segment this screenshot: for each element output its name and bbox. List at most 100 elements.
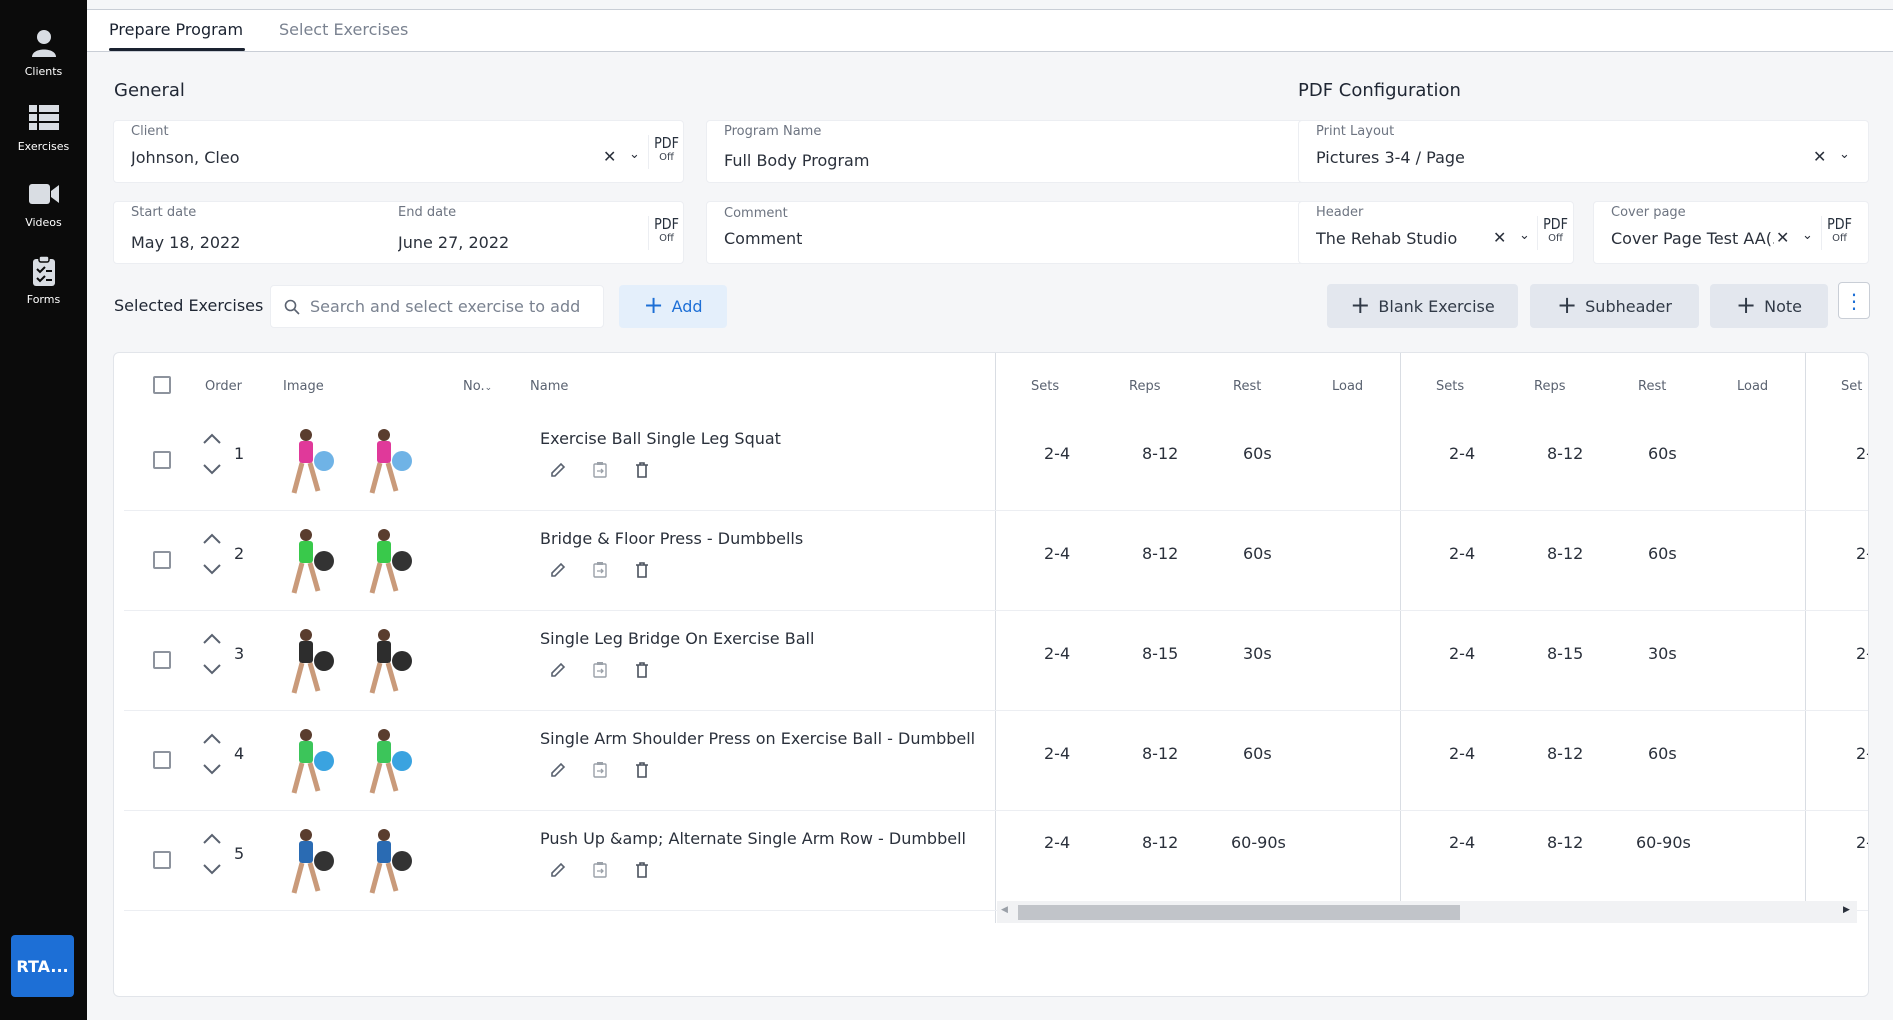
number-header[interactable]: No.⌄ (463, 379, 493, 394)
horizontal-scrollbar[interactable]: ◀ ▶ (997, 901, 1857, 923)
move-up-icon[interactable] (202, 633, 222, 645)
rest-value[interactable]: 60s (1243, 544, 1272, 563)
rest-value[interactable]: 60s (1648, 544, 1677, 563)
move-down-icon[interactable] (202, 563, 222, 575)
rest-value[interactable]: 60-90s (1636, 833, 1691, 852)
move-up-icon[interactable] (202, 733, 222, 745)
trash-icon[interactable] (633, 861, 651, 879)
edit-icon[interactable] (549, 761, 567, 779)
sets-value[interactable]: 2-4 (1044, 644, 1071, 663)
sets-value[interactable]: 2-4 (1449, 544, 1476, 563)
nav-exercises[interactable]: Exercises (0, 101, 87, 153)
subheader-button[interactable]: + Subheader (1530, 284, 1699, 328)
end-date-value[interactable]: June 27, 2022 (398, 233, 510, 252)
move-up-icon[interactable] (202, 433, 222, 445)
reps-value[interactable]: 8-12 (1142, 833, 1179, 852)
trash-icon[interactable] (633, 561, 651, 579)
table-row[interactable]: 2 Bridge & Floor Press - Dumbbells 2-4 8… (124, 511, 1868, 611)
reps-value[interactable]: 8-12 (1547, 544, 1584, 563)
rest-value[interactable]: 60s (1243, 444, 1272, 463)
clear-icon[interactable]: ✕ (603, 147, 617, 166)
exercise-search-input[interactable]: Search and select exercise to add (270, 285, 604, 328)
move-down-icon[interactable] (202, 863, 222, 875)
sets-value[interactable]: 2-4 (1044, 744, 1071, 763)
rest-value[interactable]: 60s (1243, 744, 1272, 763)
select-all-checkbox[interactable] (153, 376, 171, 394)
cover-page-field[interactable]: Cover page Cover Page Test AA(... ✕ ⌄ PD… (1593, 201, 1869, 264)
clear-icon[interactable]: ✕ (1813, 147, 1827, 166)
trash-icon[interactable] (633, 761, 651, 779)
reps-value[interactable]: 8-12 (1547, 444, 1584, 463)
sets-value[interactable]: 2-4 (1044, 544, 1071, 563)
more-options-icon[interactable]: ⋮ (1838, 282, 1870, 319)
table-row[interactable]: 1 Exercise Ball Single Leg Squat 2-4 8-1… (124, 411, 1868, 511)
sets-value-partial[interactable]: 2-. (1856, 544, 1868, 563)
header-pdf-toggle[interactable]: PDF Off (1537, 216, 1573, 250)
move-down-icon[interactable] (202, 763, 222, 775)
clear-icon[interactable]: ✕ (1776, 228, 1790, 247)
edit-icon[interactable] (549, 861, 567, 879)
dates-pdf-toggle[interactable]: PDF Off (648, 216, 684, 250)
reps-value[interactable]: 8-15 (1142, 644, 1179, 663)
table-row[interactable]: 4 Single Arm Shoulder Press on Exercise … (124, 711, 1868, 811)
blank-exercise-button[interactable]: + Blank Exercise (1327, 284, 1518, 328)
reps-value[interactable]: 8-12 (1142, 444, 1179, 463)
reps-value[interactable]: 8-12 (1547, 833, 1584, 852)
row-checkbox[interactable] (153, 751, 171, 769)
client-pdf-toggle[interactable]: PDF Off (648, 135, 684, 169)
chevron-down-icon[interactable]: ⌄ (629, 147, 640, 162)
sets-value-partial[interactable]: 2-. (1856, 444, 1868, 463)
sets-value[interactable]: 2-4 (1044, 833, 1071, 852)
sets-value-partial[interactable]: 2-. (1856, 833, 1868, 852)
exercise-name[interactable]: Bridge & Floor Press - Dumbbells (540, 529, 804, 548)
reps-value[interactable]: 8-12 (1142, 544, 1179, 563)
move-up-icon[interactable] (202, 833, 222, 845)
client-field[interactable]: Client Johnson, Cleo ✕ ⌄ PDF Off (113, 120, 684, 183)
sets-value[interactable]: 2-4 (1449, 644, 1476, 663)
tab-prepare-program[interactable]: Prepare Program (109, 20, 244, 39)
row-checkbox[interactable] (153, 451, 171, 469)
clear-icon[interactable]: ✕ (1493, 228, 1507, 247)
table-row[interactable]: 5 Push Up &amp; Alternate Single Arm Row… (124, 811, 1868, 911)
sets-value[interactable]: 2-4 (1449, 444, 1476, 463)
swap-icon[interactable] (591, 561, 609, 579)
reps-value[interactable]: 8-12 (1142, 744, 1179, 763)
move-up-icon[interactable] (202, 533, 222, 545)
nav-videos[interactable]: Videos (0, 177, 87, 229)
table-row[interactable]: 3 Single Leg Bridge On Exercise Ball 2-4… (124, 611, 1868, 711)
reps-value[interactable]: 8-12 (1547, 744, 1584, 763)
add-button[interactable]: + Add (619, 285, 727, 328)
row-checkbox[interactable] (153, 851, 171, 869)
edit-icon[interactable] (549, 561, 567, 579)
sets-value[interactable]: 2-4 (1044, 444, 1071, 463)
exercise-name[interactable]: Push Up &amp; Alternate Single Arm Row -… (540, 829, 966, 848)
sets-value-partial[interactable]: 2-. (1856, 744, 1868, 763)
exercise-name[interactable]: Single Arm Shoulder Press on Exercise Ba… (540, 729, 976, 748)
exercise-name[interactable]: Single Leg Bridge On Exercise Ball (540, 629, 815, 648)
print-layout-field[interactable]: Print Layout Pictures 3-4 / Page ✕ ⌄ (1298, 120, 1869, 183)
sets-value[interactable]: 2-4 (1449, 833, 1476, 852)
trash-icon[interactable] (633, 461, 651, 479)
cover-page-pdf-toggle[interactable]: PDF Off (1821, 216, 1857, 250)
chevron-down-icon[interactable]: ⌄ (1802, 228, 1813, 243)
rest-value[interactable]: 30s (1648, 644, 1677, 663)
reps-value[interactable]: 8-15 (1547, 644, 1584, 663)
trash-icon[interactable] (633, 661, 651, 679)
row-checkbox[interactable] (153, 551, 171, 569)
header-field[interactable]: Header The Rehab Studio ✕ ⌄ PDF Off (1298, 201, 1574, 264)
row-checkbox[interactable] (153, 651, 171, 669)
tab-select-exercises[interactable]: Select Exercises (279, 20, 409, 39)
rest-value[interactable]: 60s (1648, 744, 1677, 763)
rest-value[interactable]: 60s (1648, 444, 1677, 463)
edit-icon[interactable] (549, 461, 567, 479)
edit-icon[interactable] (549, 661, 567, 679)
nav-forms[interactable]: Forms (0, 254, 87, 306)
rest-value[interactable]: 30s (1243, 644, 1272, 663)
swap-icon[interactable] (591, 461, 609, 479)
note-button[interactable]: + Note (1710, 284, 1828, 328)
nav-clients[interactable]: Clients (0, 26, 87, 78)
scroll-left-icon[interactable]: ◀ (1001, 905, 1008, 915)
swap-icon[interactable] (591, 661, 609, 679)
